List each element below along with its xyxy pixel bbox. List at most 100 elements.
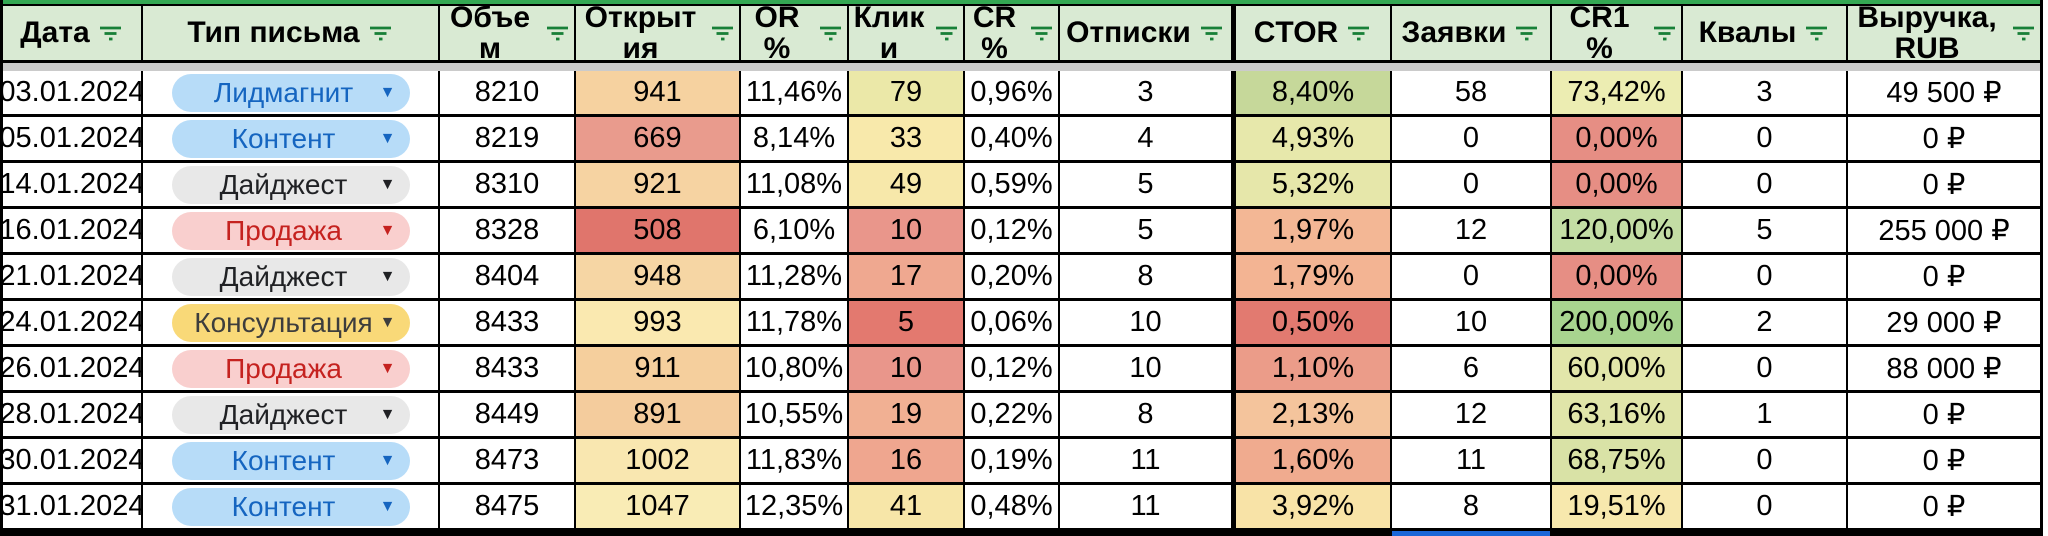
cell-unsubs[interactable]: 4	[1060, 117, 1231, 160]
cell-date[interactable]: 16.01.2024	[3, 209, 143, 252]
cell-revenue[interactable]: 0 ₽	[1848, 117, 2040, 160]
filter-icon[interactable]	[544, 20, 571, 46]
cell-type[interactable]: Консультация ▼	[143, 301, 440, 344]
cell-cr[interactable]: 0,06%	[965, 301, 1060, 344]
cell-date[interactable]: 05.01.2024	[3, 117, 143, 160]
type-dropdown[interactable]: Продажа ▼	[171, 349, 410, 388]
cell-clicks[interactable]: 49	[849, 163, 965, 206]
cell-or[interactable]: 11,28%	[741, 255, 849, 298]
cell-clicks[interactable]: 10	[849, 347, 965, 390]
cell-date[interactable]: 28.01.2024	[3, 393, 143, 436]
type-dropdown[interactable]: Дайджест ▼	[171, 165, 410, 204]
cell-type[interactable]: Дайджест ▼	[143, 163, 440, 206]
cell-volume[interactable]: 8473	[440, 439, 576, 482]
cell-revenue[interactable]: 0 ₽	[1848, 163, 2040, 206]
cell-quals[interactable]: 0	[1683, 117, 1848, 160]
cell-volume[interactable]: 8404	[440, 255, 576, 298]
cell-type[interactable]: Дайджест ▼	[143, 255, 440, 298]
type-dropdown[interactable]: Контент ▼	[171, 119, 410, 158]
filter-icon[interactable]	[1198, 20, 1225, 46]
type-dropdown[interactable]: Консультация ▼	[171, 303, 410, 342]
cell-type[interactable]: Дайджест ▼	[143, 393, 440, 436]
cell-type[interactable]: Контент ▼	[143, 439, 440, 482]
cell-cr[interactable]: 0,96%	[965, 71, 1060, 114]
cell-date[interactable]: 03.01.2024	[3, 71, 143, 114]
cell-cr[interactable]: 0,48%	[965, 485, 1060, 528]
filter-icon[interactable]	[97, 20, 124, 46]
filter-icon[interactable]	[709, 20, 736, 46]
cell-cr1[interactable]: 0,00%	[1552, 117, 1683, 160]
cell-quals[interactable]: 0	[1683, 163, 1848, 206]
cell-volume[interactable]: 8433	[440, 301, 576, 344]
cell-revenue[interactable]: 29 000 ₽	[1848, 301, 2040, 344]
filter-icon[interactable]	[2010, 20, 2037, 46]
cell-quals[interactable]: 0	[1683, 347, 1848, 390]
cell-leads[interactable]: 0	[1392, 163, 1552, 206]
cell-leads[interactable]: 8	[1392, 485, 1552, 528]
cell-cr[interactable]: 0,59%	[965, 163, 1060, 206]
cell-unsubs[interactable]: 5	[1060, 163, 1231, 206]
cell-quals[interactable]: 5	[1683, 209, 1848, 252]
cell-unsubs[interactable]: 8	[1060, 255, 1231, 298]
cell-ctor[interactable]: 5,32%	[1231, 163, 1392, 206]
cell-opens[interactable]: 891	[576, 393, 741, 436]
cell-opens[interactable]: 1002	[576, 439, 741, 482]
cell-volume[interactable]: 8475	[440, 485, 576, 528]
cell-cr1[interactable]: 68,75%	[1552, 439, 1683, 482]
cell-leads[interactable]: 11	[1392, 439, 1552, 482]
cell-or[interactable]: 10,80%	[741, 347, 849, 390]
filter-icon[interactable]	[1028, 20, 1055, 46]
cell-cr1[interactable]: 120,00%	[1552, 209, 1683, 252]
cell-volume[interactable]: 8449	[440, 393, 576, 436]
cell-opens[interactable]: 921	[576, 163, 741, 206]
cell-or[interactable]: 10,55%	[741, 393, 849, 436]
cell-cr[interactable]: 0,12%	[965, 347, 1060, 390]
cell-quals[interactable]: 0	[1683, 255, 1848, 298]
cell-ctor[interactable]: 1,79%	[1231, 255, 1392, 298]
type-dropdown[interactable]: Дайджест ▼	[171, 395, 410, 434]
cell-quals[interactable]: 0	[1683, 439, 1848, 482]
cell-or[interactable]: 12,35%	[741, 485, 849, 528]
cell-cr1[interactable]: 60,00%	[1552, 347, 1683, 390]
cell-clicks[interactable]: 16	[849, 439, 965, 482]
filter-icon[interactable]	[1651, 20, 1678, 46]
cell-quals[interactable]: 1	[1683, 393, 1848, 436]
cell-cr[interactable]: 0,19%	[965, 439, 1060, 482]
cell-leads[interactable]: 12	[1392, 209, 1552, 252]
cell-cr[interactable]: 0,22%	[965, 393, 1060, 436]
cell-cr1[interactable]: 0,00%	[1552, 255, 1683, 298]
cell-cr1[interactable]: 200,00%	[1552, 301, 1683, 344]
cell-ctor[interactable]: 1,10%	[1231, 347, 1392, 390]
filter-icon[interactable]	[1345, 20, 1372, 46]
cell-volume[interactable]: 8328	[440, 209, 576, 252]
cell-leads[interactable]: 58	[1392, 71, 1552, 114]
cell-or[interactable]: 11,08%	[741, 163, 849, 206]
cell-leads[interactable]: 6	[1392, 347, 1552, 390]
cell-opens[interactable]: 941	[576, 71, 741, 114]
cell-date[interactable]: 24.01.2024	[3, 301, 143, 344]
cell-clicks[interactable]: 33	[849, 117, 965, 160]
cell-date[interactable]: 14.01.2024	[3, 163, 143, 206]
cell-leads[interactable]: 12	[1392, 393, 1552, 436]
cell-clicks[interactable]: 5	[849, 301, 965, 344]
cell-clicks[interactable]: 10	[849, 209, 965, 252]
cell-revenue[interactable]: 0 ₽	[1848, 255, 2040, 298]
cell-opens[interactable]: 1047	[576, 485, 741, 528]
cell-or[interactable]: 11,46%	[741, 71, 849, 114]
cell-or[interactable]: 11,78%	[741, 301, 849, 344]
cell-or[interactable]: 11,83%	[741, 439, 849, 482]
filter-icon[interactable]	[367, 20, 394, 46]
cell-leads[interactable]: 0	[1392, 255, 1552, 298]
cell-cr[interactable]: 0,20%	[965, 255, 1060, 298]
cell-ctor[interactable]: 8,40%	[1231, 71, 1392, 114]
cell-clicks[interactable]: 79	[849, 71, 965, 114]
cell-revenue[interactable]: 0 ₽	[1848, 393, 2040, 436]
cell-date[interactable]: 30.01.2024	[3, 439, 143, 482]
cell-ctor[interactable]: 4,93%	[1231, 117, 1392, 160]
type-dropdown[interactable]: Дайджест ▼	[171, 257, 410, 296]
cell-clicks[interactable]: 19	[849, 393, 965, 436]
cell-quals[interactable]: 3	[1683, 71, 1848, 114]
cell-volume[interactable]: 8210	[440, 71, 576, 114]
cell-unsubs[interactable]: 3	[1060, 71, 1231, 114]
cell-volume[interactable]: 8219	[440, 117, 576, 160]
